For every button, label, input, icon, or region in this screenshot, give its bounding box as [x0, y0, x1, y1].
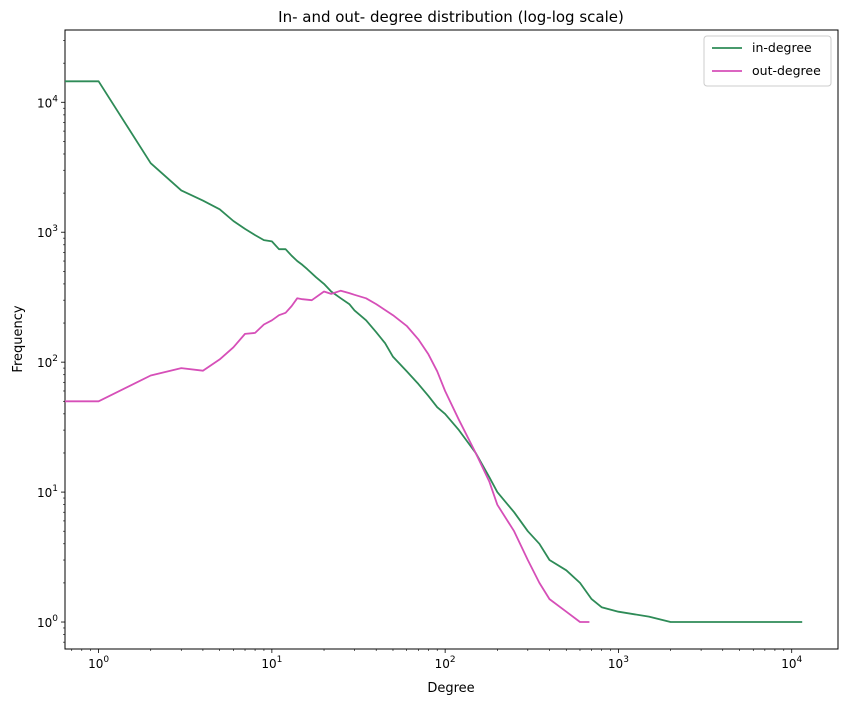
y-tick-label: 100 — [37, 614, 58, 630]
x-tick-label: 103 — [608, 655, 629, 671]
x-axis-label: Degree — [427, 681, 474, 696]
plot-area-frame — [64, 29, 839, 650]
chart-title: In- and out- degree distribution (log-lo… — [278, 8, 624, 26]
y-tick-label: 101 — [37, 484, 58, 500]
x-axis-ticks: 100 101 102 103 104 — [71, 649, 802, 671]
x-tick-label: 102 — [435, 655, 456, 671]
y-axis-ticks: 100 101 102 103 104 — [37, 39, 65, 643]
x-tick-label: 104 — [781, 655, 802, 671]
y-tick-label: 103 — [37, 224, 58, 240]
x-tick-label: 101 — [261, 655, 282, 671]
legend-label-out-degree: out-degree — [752, 63, 821, 78]
y-tick-label: 104 — [37, 94, 58, 110]
x-tick-label: 100 — [88, 655, 109, 671]
legend: in-degree out-degree — [703, 35, 832, 87]
series-line-in-degree — [65, 80, 803, 623]
legend-label-in-degree: in-degree — [752, 40, 812, 55]
series-layer — [65, 80, 803, 623]
y-axis-label: Frequency — [11, 305, 26, 372]
series-line-out-degree — [65, 289, 590, 623]
y-tick-label: 102 — [37, 354, 58, 370]
